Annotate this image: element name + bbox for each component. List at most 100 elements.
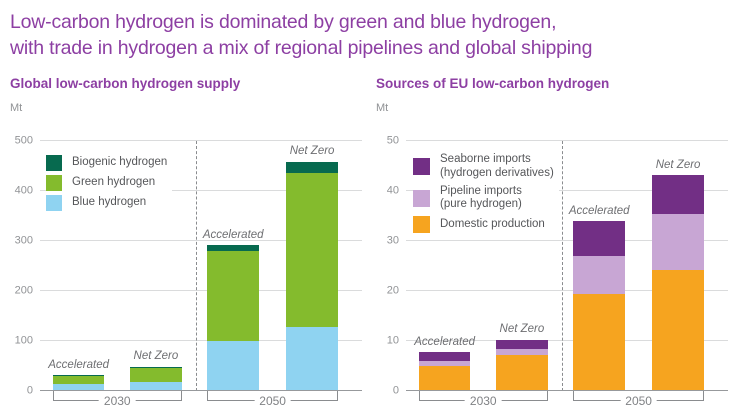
bar-2030-accelerated: [52, 375, 105, 391]
bar-segment-biogenic: [207, 245, 259, 251]
y-tick-label: 20: [386, 284, 399, 297]
bar-segment-pipeline: [652, 213, 704, 270]
legend-item-green: Green hydrogen: [46, 175, 167, 191]
chart-title: Sources of EU low-carbon hydrogen: [376, 76, 610, 91]
legend-label: Domestic production: [440, 217, 545, 230]
bar-segment-seaborne: [496, 339, 548, 349]
legend-swatch-domestic: [413, 216, 430, 234]
y-tick-label: 40: [386, 184, 399, 197]
bar-segment-pipeline: [573, 256, 625, 294]
legend: Biogenic hydrogen Green hydrogen Blue hydr…: [46, 154, 173, 215]
year-group-bracket-2050: 2050: [207, 391, 338, 407]
gridline: [406, 340, 728, 341]
year-label: 2050: [620, 395, 657, 407]
x-axis-line: [40, 390, 362, 391]
bar-segment-domestic: [652, 269, 704, 391]
legend-item-seaborne: Seaborne imports (hydrogen derivatives): [413, 153, 554, 181]
legend-swatch-seaborne: [413, 158, 430, 176]
bar-segment-domestic: [418, 366, 471, 391]
legend-swatch-biogenic: [46, 155, 62, 171]
bar-segment-blue: [52, 384, 105, 391]
bar-segment-domestic: [573, 293, 625, 391]
y-tick-label: 50: [386, 134, 399, 147]
legend-item-domestic: Domestic production: [413, 216, 554, 234]
chart-global-low-carbon-hydrogen-supply: Global low-carbon hydrogen supply Mt 0 10…: [10, 76, 362, 413]
gridline: [40, 340, 362, 341]
scenario-label: Accelerated: [414, 335, 475, 348]
charts-row: Global low-carbon hydrogen supply Mt 0 10…: [10, 76, 728, 413]
y-tick-label: 300: [14, 234, 33, 247]
bar-segment-green: [52, 376, 105, 384]
gridline: [406, 140, 728, 141]
legend-label: Blue hydrogen: [72, 196, 147, 209]
scenario-label: Net Zero: [655, 158, 701, 171]
legend-item-biogenic: Biogenic hydrogen: [46, 155, 167, 171]
page-title-line-1: Low-carbon hydrogen is dominated by gree…: [10, 11, 557, 33]
bar-segment-green: [286, 173, 338, 327]
bar-segment-seaborne: [573, 221, 625, 256]
legend-swatch-pipeline: [413, 189, 430, 207]
gridline: [40, 290, 362, 291]
y-axis-unit-label: Mt: [10, 102, 23, 114]
bar-2030-accelerated: [418, 352, 471, 391]
bar-2030-net-zero: [130, 366, 182, 391]
legend-label: Seaborne imports (hydrogen derivatives): [440, 153, 554, 179]
plot-area: 0 100 200 300 400 500 Accelerated Net Zero Accel…: [15, 135, 362, 396]
y-tick-label: 10: [386, 334, 399, 347]
scenario-label: Net Zero: [499, 323, 545, 335]
y-tick-label: 500: [14, 134, 33, 147]
legend-item-pipeline: Pipeline imports (pure hydrogen): [413, 185, 554, 213]
period-divider-line: [562, 141, 564, 391]
year-group-bracket-2050: 2050: [573, 391, 704, 407]
legend: Seaborne imports (hydrogen derivatives) Pi…: [413, 152, 559, 238]
bar-segment-blue: [286, 327, 338, 391]
chart-title: Global low-carbon hydrogen supply: [10, 76, 241, 91]
bar-segment-seaborne: [418, 352, 471, 361]
year-label: 2030: [464, 395, 502, 407]
y-tick-label: 0: [26, 384, 33, 397]
bar-2030-net-zero: [496, 339, 548, 391]
legend-label: Biogenic hydrogen: [72, 156, 168, 169]
gridline: [406, 290, 728, 291]
y-axis-unit-label: Mt: [376, 102, 389, 114]
y-tick-label: 400: [14, 184, 33, 197]
bar-segment-green: [207, 251, 259, 341]
bar-segment-pipeline: [418, 360, 471, 366]
year-label: 2030: [98, 395, 136, 407]
bar-segment-biogenic: [130, 366, 182, 368]
x-axis-groups: 2030 2050: [406, 391, 728, 413]
legend-label: Green hydrogen: [72, 176, 156, 189]
gridline: [40, 140, 362, 141]
page-title: Low-carbon hydrogen is dominated by gree…: [10, 9, 728, 61]
bar-segment-seaborne: [652, 175, 704, 214]
y-tick-label: 0: [392, 384, 399, 397]
year-group-bracket-2030: 2030: [52, 391, 182, 407]
period-divider-line: [196, 141, 198, 391]
scenario-label: Accelerated: [568, 204, 630, 217]
bar-segment-green: [130, 368, 182, 382]
gridline: [406, 240, 728, 241]
x-axis-line: [406, 390, 728, 391]
scenario-label: Accelerated: [48, 358, 109, 371]
page-title-line-2: with trade in hydrogen a mix of regional…: [10, 37, 593, 59]
scenario-label: Net Zero: [289, 145, 335, 157]
gridline: [406, 190, 728, 191]
bar-2050-net-zero: [286, 161, 338, 391]
legend-swatch-blue: [46, 195, 62, 211]
bar-segment-blue: [207, 341, 259, 391]
legend-item-blue: Blue hydrogen: [46, 195, 167, 211]
year-label: 2050: [254, 395, 291, 407]
scenario-label: Net Zero: [133, 350, 179, 362]
gridline: [40, 240, 362, 241]
y-tick-label: 200: [14, 284, 33, 297]
bar-segment-domestic: [496, 355, 548, 391]
bar-segment-pipeline: [496, 349, 548, 355]
bar-segment-blue: [130, 381, 182, 391]
plot-area: 0 10 20 30 40 50 Accelerated Net Zero Accelerate…: [387, 135, 728, 396]
x-axis-groups: 2030 2050: [40, 391, 362, 413]
bar-2050-accelerated: [573, 221, 625, 391]
year-group-bracket-2030: 2030: [418, 391, 548, 407]
bar-segment-biogenic: [52, 375, 105, 376]
chart-sources-of-eu-low-carbon-hydrogen: Sources of EU low-carbon hydrogen Mt 0 10…: [376, 76, 728, 413]
